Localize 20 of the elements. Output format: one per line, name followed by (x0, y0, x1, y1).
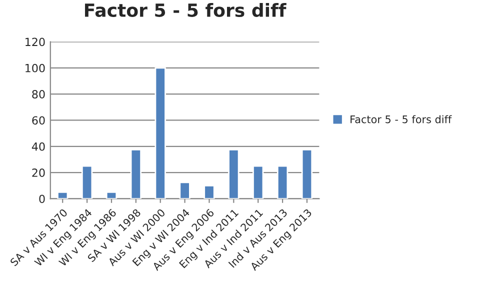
bar (154, 67, 166, 199)
bar (130, 148, 142, 199)
bar (204, 184, 215, 199)
bar (301, 148, 313, 199)
y-tick-label: 100 (26, 64, 45, 72)
chart-title: Factor 5 - 5 fors diff (85, 3, 286, 18)
bar (252, 165, 264, 199)
bar (276, 165, 288, 199)
bar (228, 148, 240, 199)
y-tick-label: 20 (32, 168, 45, 177)
bar (57, 191, 68, 199)
y-tick-label: 80 (32, 90, 45, 98)
bar (81, 165, 93, 199)
y-tick-label: 40 (32, 142, 45, 151)
y-tick-label: 0 (39, 194, 45, 204)
bar (106, 191, 118, 199)
y-tick-label: 120 (26, 38, 45, 46)
y-tick-label: 60 (32, 116, 45, 125)
bar (179, 182, 190, 199)
legend-label: Factor 5 - 5 fors diff (350, 115, 452, 124)
